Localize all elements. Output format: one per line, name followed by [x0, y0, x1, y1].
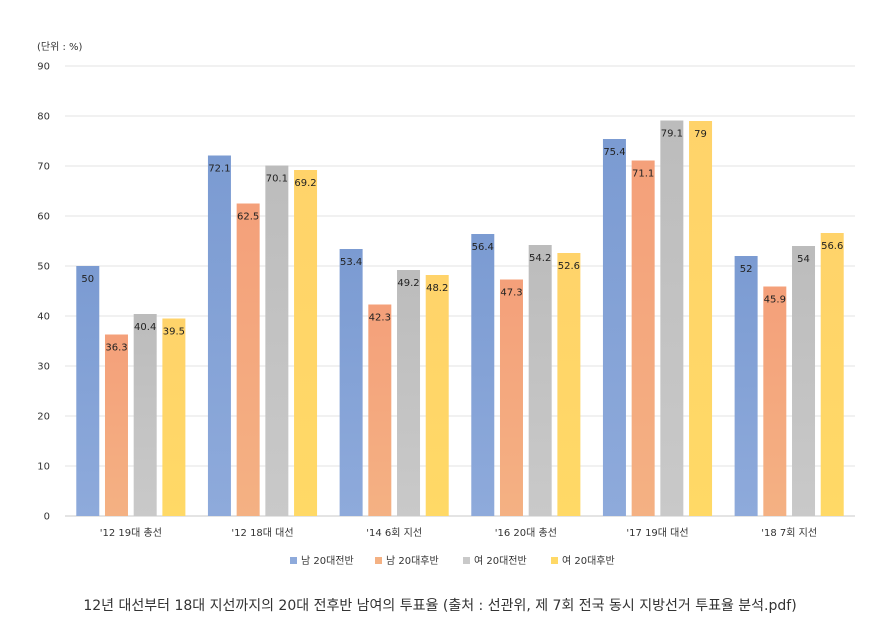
- data-label: 75.4: [603, 147, 625, 158]
- data-label: 79: [694, 129, 707, 140]
- legend-item: 여 20대전반: [463, 555, 527, 567]
- legend-item: 여 20대후반: [551, 555, 615, 567]
- data-label: 36.3: [105, 343, 127, 354]
- bar: [689, 121, 713, 516]
- bar: [294, 170, 318, 516]
- legend-item: 남 20대후반: [375, 555, 439, 567]
- y-tick-label: 50: [37, 262, 50, 273]
- bar: [528, 245, 552, 516]
- unit-label: (단위 : %): [37, 40, 83, 53]
- data-label: 56.6: [821, 241, 843, 252]
- bar: [660, 120, 684, 516]
- data-label: 56.4: [472, 242, 494, 253]
- bars: [76, 120, 844, 516]
- data-label: 53.4: [340, 257, 362, 268]
- legend-label: 여 20대전반: [474, 555, 527, 567]
- bar: [820, 233, 844, 516]
- bar: [425, 275, 449, 516]
- y-tick-label: 20: [37, 412, 50, 423]
- data-label: 52: [740, 264, 753, 275]
- gridlines: [65, 65, 855, 517]
- bar: [471, 234, 495, 516]
- legend-swatch: [551, 557, 558, 564]
- x-axis: '12 19대 총선 '12 18대 대선 '14 6회 지선 '16 20대 총선 '…: [100, 527, 817, 539]
- bar: [631, 160, 655, 516]
- legend-label: 여 20대후반: [562, 555, 615, 567]
- bar: [499, 279, 523, 516]
- x-tick-label: '17 19대 대선: [626, 527, 688, 539]
- bar: [162, 318, 186, 516]
- bar: [368, 304, 392, 516]
- bar: [133, 314, 157, 516]
- legend-swatch: [290, 557, 297, 564]
- y-tick-label: 60: [37, 212, 50, 223]
- data-label: 39.5: [163, 327, 185, 338]
- y-tick-label: 80: [37, 112, 50, 123]
- data-label: 47.3: [500, 288, 522, 299]
- data-label: 71.1: [632, 169, 654, 180]
- bar: [792, 246, 816, 516]
- data-label: 40.4: [134, 322, 156, 333]
- legend-label: 남 20대후반: [386, 555, 439, 567]
- bar: [602, 139, 626, 516]
- bar: [397, 270, 421, 516]
- legend-item: 남 20대전반: [290, 555, 354, 567]
- legend-swatch: [463, 557, 470, 564]
- data-label: 50: [81, 274, 94, 285]
- data-label: 54.2: [529, 253, 551, 264]
- data-label: 54: [797, 254, 810, 265]
- bar: [76, 266, 100, 516]
- value-labels: 50 36.3 40.4 39.5 72.1 62.5 70.1 69.2 53.4 42.3 49…: [81, 129, 843, 354]
- data-label: 52.6: [558, 261, 580, 272]
- y-axis: 0 10 20 30 40 50 60 70 80 90: [37, 62, 50, 523]
- y-tick-label: 0: [44, 512, 50, 523]
- figure-caption: 12년 대선부터 18대 지선까지의 20대 전후반 남여의 투표율 (출처 :…: [83, 598, 797, 614]
- y-tick-label: 40: [37, 312, 50, 323]
- data-label: 72.1: [208, 164, 230, 175]
- data-label: 49.2: [397, 278, 419, 289]
- bar: [339, 249, 363, 516]
- x-tick-label: '12 18대 대선: [231, 527, 293, 539]
- legend: 남 20대전반 남 20대후반 여 20대전반 여 20대후반: [290, 555, 615, 567]
- bar: [207, 155, 231, 516]
- legend-swatch: [375, 557, 382, 564]
- data-label: 48.2: [426, 283, 448, 294]
- y-tick-label: 70: [37, 162, 50, 173]
- x-tick-label: '18 7회 지선: [761, 527, 817, 539]
- data-label: 69.2: [294, 178, 316, 189]
- y-tick-label: 30: [37, 362, 50, 373]
- y-tick-label: 90: [37, 62, 50, 73]
- legend-label: 남 20대전반: [301, 555, 354, 567]
- data-label: 45.9: [764, 295, 786, 306]
- y-tick-label: 10: [37, 462, 50, 473]
- x-tick-label: '16 20대 총선: [495, 527, 557, 539]
- data-label: 79.1: [661, 129, 683, 140]
- bar-chart: (단위 : %) 0 10 20 30 40 50 60 70 80 90 50 36.3 40.4 3…: [37, 40, 855, 567]
- bar: [265, 165, 289, 516]
- bar: [734, 256, 758, 516]
- data-label: 42.3: [369, 313, 391, 324]
- bar: [104, 334, 128, 516]
- bar: [236, 203, 260, 516]
- x-tick-label: '14 6회 지선: [366, 527, 422, 539]
- bar: [763, 286, 787, 516]
- data-label: 62.5: [237, 212, 259, 223]
- data-label: 70.1: [266, 174, 288, 185]
- bar: [557, 253, 581, 516]
- x-tick-label: '12 19대 총선: [100, 527, 162, 539]
